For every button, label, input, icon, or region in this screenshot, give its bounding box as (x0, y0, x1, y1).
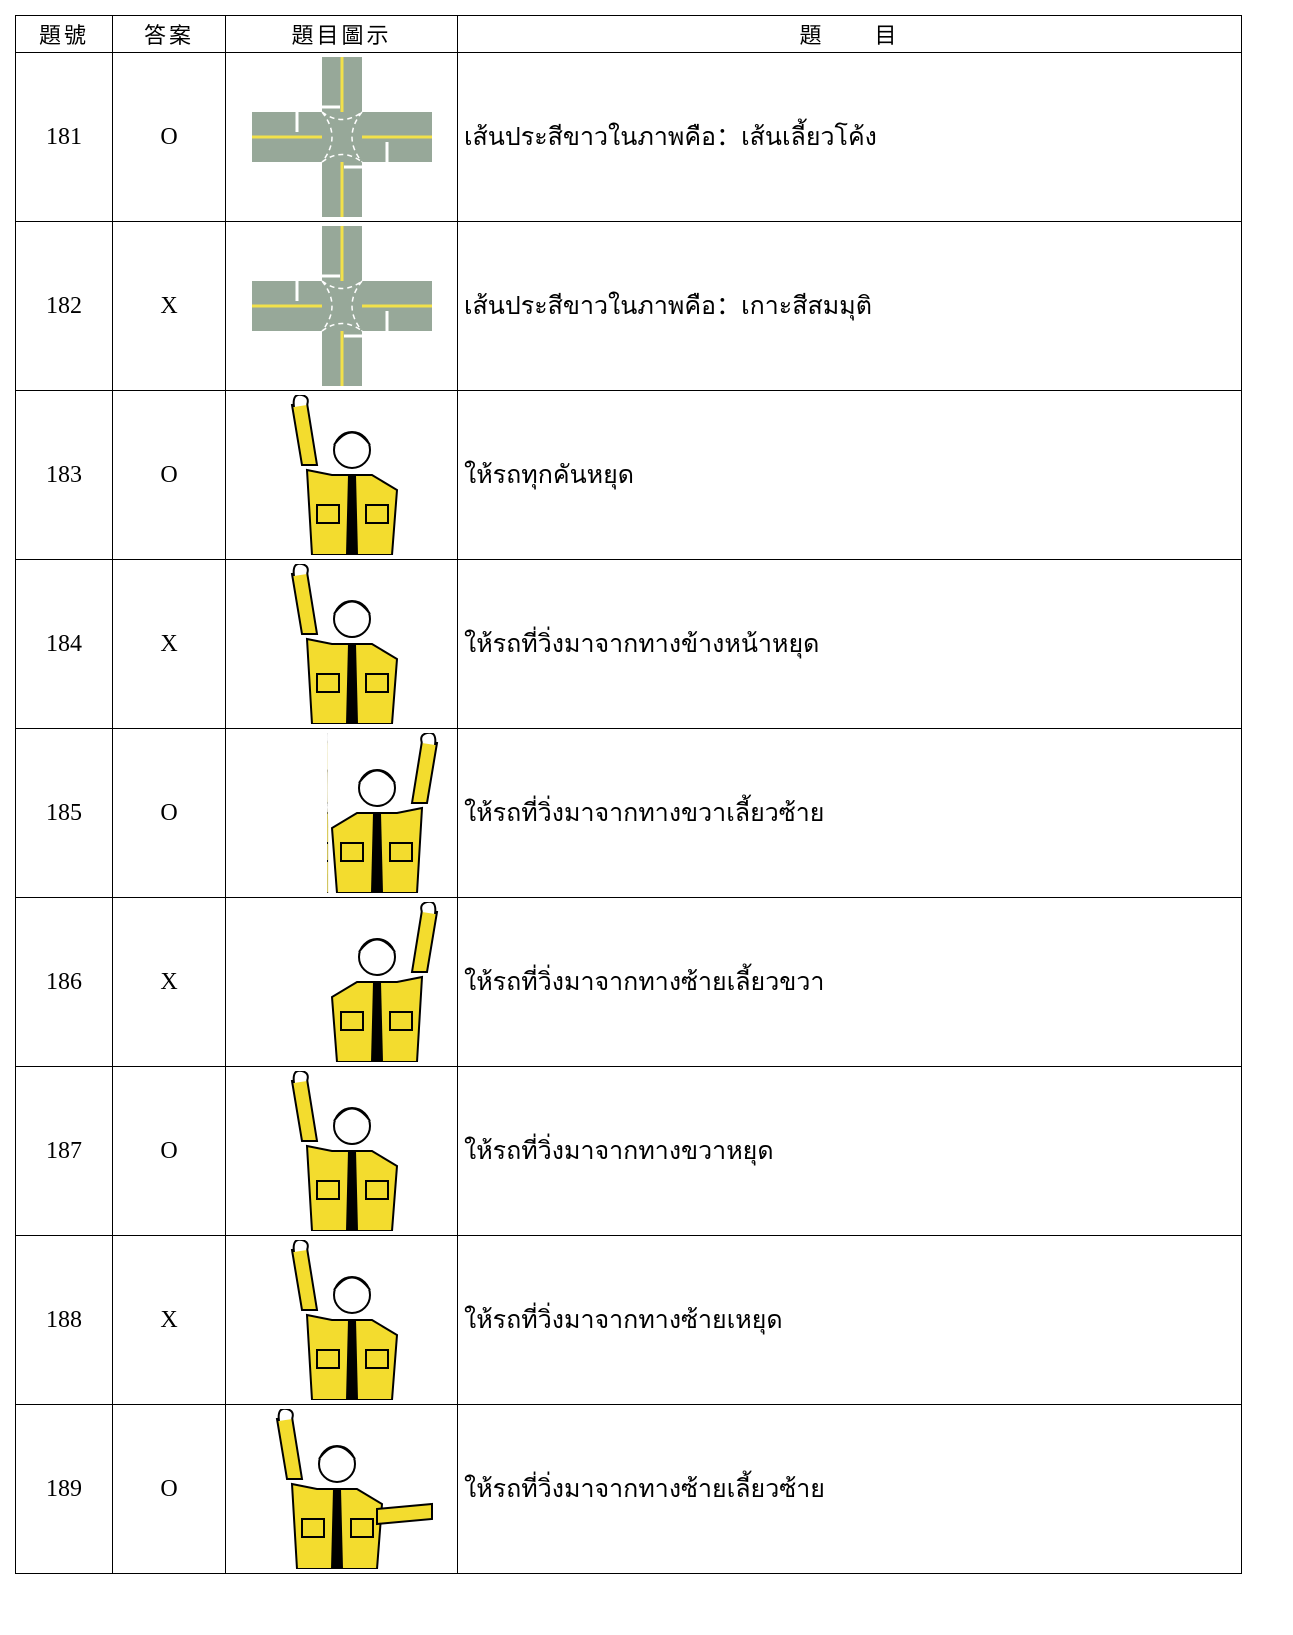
row: 182 X เส้นประสีขาวในภาพคือ：เกาะสีสมมุติ (15, 221, 1242, 391)
number: 185 (15, 728, 113, 898)
header-cell: 題目圖示 (225, 15, 458, 53)
officer-image (275, 1409, 433, 1569)
answer: X (112, 897, 226, 1067)
header-cell: 題號 (15, 15, 113, 53)
number: 189 (15, 1404, 113, 1574)
number: 187 (15, 1066, 113, 1236)
number: 183 (15, 390, 113, 560)
number: 181 (15, 52, 113, 222)
answer: X (112, 1235, 226, 1405)
answer: X (112, 559, 226, 729)
question: ให้รถที่วิ่งมาจากทางข้างหน้าหยุด (457, 559, 1242, 729)
question: ให้รถที่วิ่งมาจากทางซ้ายเลี้ยวซ้าย (457, 1404, 1242, 1574)
officer-image (290, 1240, 398, 1400)
officer-image (290, 395, 398, 555)
header-cell: 答案 (112, 15, 226, 53)
answer: O (112, 1066, 226, 1236)
question: ให้รถที่วิ่งมาจากทางซ้ายเลี้ยวขวา (457, 897, 1242, 1067)
row: 189 O ให้รถที่วิ่งมาจากทางซ้ายเลี้ยวซ้าย (15, 1404, 1242, 1574)
header-cell: 題 目 (457, 15, 1242, 53)
officer-image (325, 733, 438, 893)
illustration (225, 559, 458, 729)
illustration (225, 390, 458, 560)
question: ให้รถทุกคันหยุด (457, 390, 1242, 560)
answer: O (112, 390, 226, 560)
question: เส้นประสีขาวในภาพคือ：เส้นเลี้ยวโค้ง (457, 52, 1242, 222)
answer: X (112, 221, 226, 391)
number: 186 (15, 897, 113, 1067)
answer: O (112, 52, 226, 222)
illustration (225, 1235, 458, 1405)
illustration (225, 1404, 458, 1574)
row: 185 O ให้รถที่วิ่งมาจากทางขวาเลี้ยวซ้าย (15, 728, 1242, 898)
row: 187 O ให้รถที่วิ่งมาจากทางขวาหยุด (15, 1066, 1242, 1236)
officer-image (330, 902, 438, 1062)
header-row: 題號 答案 題目圖示 題 目 (15, 15, 1242, 53)
illustration (225, 897, 458, 1067)
intersection-image (251, 226, 432, 386)
illustration (225, 221, 458, 391)
illustration (225, 52, 458, 222)
row: 184 X ให้รถที่วิ่งมาจากทางข้างหน้าหยุด (15, 559, 1242, 729)
officer-image (290, 564, 398, 724)
question: ให้รถที่วิ่งมาจากทางซ้ายเหยุด (457, 1235, 1242, 1405)
row: 186 X ให้รถที่วิ่งมาจากทางซ้ายเลี้ยวขวา (15, 897, 1242, 1067)
question: เส้นประสีขาวในภาพคือ：เกาะสีสมมุติ (457, 221, 1242, 391)
row: 181 O เส้นประสีขาวในภาพคือ：เส้นเลี้ยวโค้… (15, 52, 1242, 222)
row: 188 X ให้รถที่วิ่งมาจากทางซ้ายเหยุด (15, 1235, 1242, 1405)
row: 183 O ให้รถทุกคันหยุด (15, 390, 1242, 560)
question: ให้รถที่วิ่งมาจากทางขวาหยุด (457, 1066, 1242, 1236)
number: 182 (15, 221, 113, 391)
question: ให้รถที่วิ่งมาจากทางขวาเลี้ยวซ้าย (457, 728, 1242, 898)
answer: O (112, 728, 226, 898)
officer-image (290, 1071, 398, 1231)
illustration (225, 1066, 458, 1236)
illustration (225, 728, 458, 898)
number: 184 (15, 559, 113, 729)
answer: O (112, 1404, 226, 1574)
intersection-image (251, 57, 432, 217)
question-table: 題號 答案 題目圖示 題 目 181 O เส้นประสีขาวในภาพคื… (15, 15, 1242, 1574)
number: 188 (15, 1235, 113, 1405)
